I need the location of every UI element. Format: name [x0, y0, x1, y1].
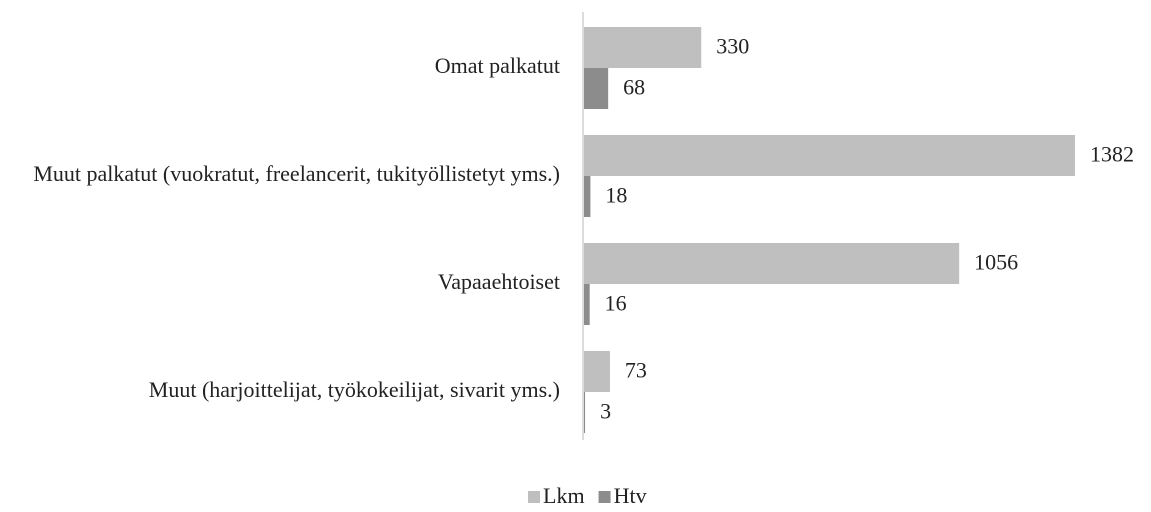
bar	[584, 351, 610, 392]
value-label: 3	[600, 399, 611, 424]
value-label: 330	[716, 34, 749, 59]
bar	[584, 68, 609, 109]
legend-label: Htv	[614, 483, 647, 508]
bar	[584, 135, 1075, 176]
value-label: 1056	[974, 250, 1018, 275]
value-label: 18	[605, 183, 627, 208]
category-label: Muut palkatut (vuokratut, freelancerit, …	[33, 161, 560, 186]
bar	[584, 27, 702, 68]
bar	[584, 243, 960, 284]
legend-swatch	[528, 491, 540, 503]
value-label: 73	[625, 358, 647, 383]
legend-swatch	[598, 491, 611, 503]
legend-label: Lkm	[543, 483, 585, 508]
value-label: 16	[605, 291, 627, 316]
bar	[584, 176, 591, 217]
bar	[584, 392, 586, 433]
category-label: Muut (harjoittelijat, työkokeilijat, siv…	[149, 377, 560, 402]
bar	[584, 284, 590, 325]
category-label: Vapaaehtoiset	[438, 269, 560, 294]
category-label: Omat palkatut	[435, 53, 560, 78]
value-label: 1382	[1090, 142, 1134, 167]
value-label: 68	[623, 75, 645, 100]
